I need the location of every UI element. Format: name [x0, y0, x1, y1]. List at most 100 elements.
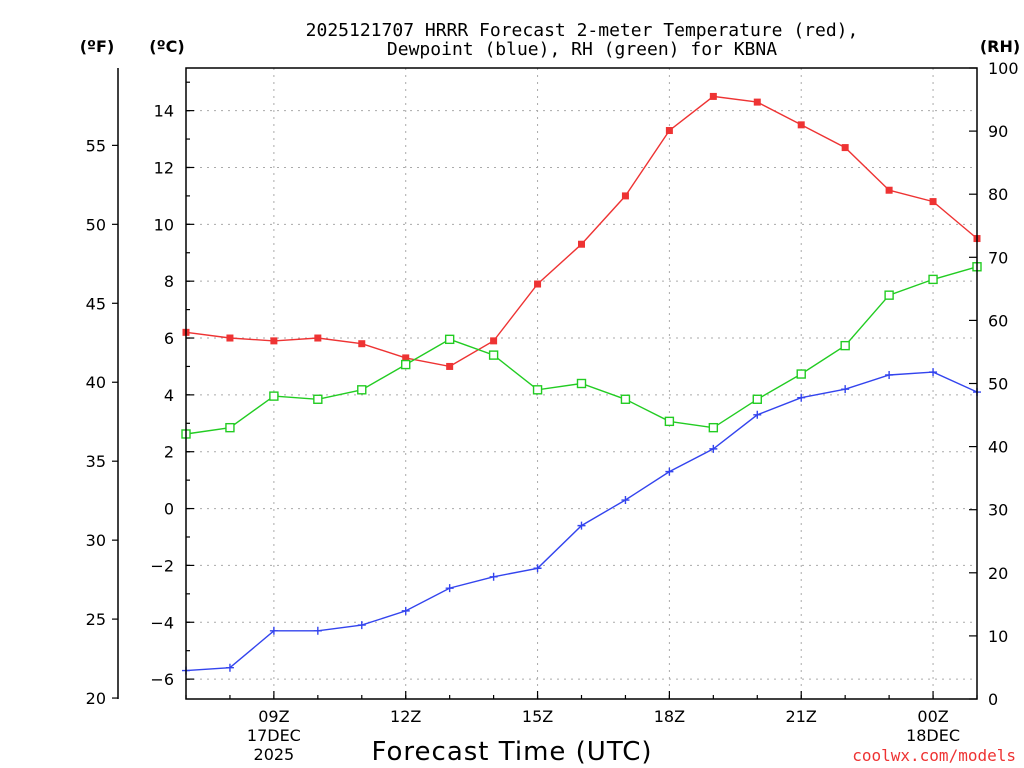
celsius-tick-label: 12 [154, 158, 174, 177]
rh-tick-label: 20 [988, 564, 1008, 583]
rh-tick-label: 80 [988, 185, 1008, 204]
temperature-point [490, 337, 498, 345]
x-tick-label: 09Z [258, 707, 289, 726]
rh-line [185, 266, 978, 435]
dewpoint-point [357, 621, 366, 630]
rh-point [708, 422, 719, 433]
temperature-point [885, 186, 893, 194]
temperature-point [621, 192, 629, 200]
rh-tick-label: 10 [988, 627, 1008, 646]
temperature-point [753, 98, 761, 106]
fahrenheit-axis-label: (ºF) [80, 37, 115, 56]
rh-point [225, 422, 235, 433]
dewpoint-point [621, 496, 630, 505]
rh-tick-label: 50 [988, 375, 1008, 394]
celsius-tick-label: 14 [154, 102, 174, 121]
rh-point [664, 416, 675, 427]
fahrenheit-tick-label: 30 [86, 531, 106, 550]
temperature-point [226, 334, 234, 342]
temperature-point [797, 121, 805, 129]
dewpoint-point [533, 564, 542, 573]
dewpoint-point [401, 606, 410, 615]
dewpoint-point [665, 467, 674, 476]
x-tick-label: 15Z [522, 707, 553, 726]
fahrenheit-tick-label: 55 [86, 136, 106, 155]
dewpoint-point [841, 385, 850, 394]
dewpoint-point [797, 393, 806, 402]
rh-tick-label: 100 [988, 59, 1019, 78]
rh-point [357, 385, 367, 395]
celsius-axis-label: (ºC) [149, 37, 184, 56]
x-tick-label: 00Z [917, 707, 948, 726]
dewpoint-point [225, 663, 234, 672]
x-tick-label: 12Z [390, 707, 421, 726]
fahrenheit-tick-label: 45 [86, 294, 106, 313]
rh-point [796, 369, 806, 379]
fahrenheit-tick-label: 25 [86, 610, 106, 629]
celsius-tick-label: −2 [150, 556, 174, 575]
temperature-point [402, 354, 410, 362]
temperature-line [185, 95, 978, 368]
celsius-tick-label: 10 [154, 215, 174, 234]
temperature-point [841, 144, 849, 152]
x-tick-date-label: 17DEC [247, 726, 301, 745]
celsius-tick-label: 4 [164, 386, 174, 405]
rh-point [752, 394, 762, 404]
rh-point [313, 394, 323, 404]
dewpoint-point [489, 572, 498, 581]
rh-point [444, 334, 455, 345]
fahrenheit-tick-label: 20 [86, 689, 106, 708]
rh-tick-label: 0 [988, 690, 998, 709]
x-tick-date-label: 18DEC [906, 726, 960, 745]
rh-tick-label: 90 [988, 122, 1008, 141]
fahrenheit-tick-label: 50 [86, 215, 106, 234]
x-tick-label: 18Z [654, 707, 685, 726]
dewpoint-point [753, 410, 762, 419]
temperature-point [929, 198, 937, 206]
temperature-point [314, 334, 322, 342]
credit-text: coolwx.com/models [852, 746, 1016, 765]
rh-point [269, 391, 279, 401]
celsius-tick-label: −4 [150, 613, 174, 632]
rh-point [884, 290, 894, 300]
rh-point [928, 274, 938, 285]
rh-tick-label: 70 [988, 248, 1008, 267]
fahrenheit-tick-label: 40 [86, 373, 106, 392]
dewpoint-point [929, 368, 938, 377]
temperature-point [534, 280, 542, 288]
fahrenheit-tick-label: 35 [86, 452, 106, 471]
rh-point [840, 340, 850, 351]
celsius-tick-label: 8 [164, 272, 174, 291]
celsius-tick-label: −6 [150, 670, 174, 689]
series-layer [181, 92, 982, 675]
dewpoint-point [577, 521, 586, 530]
temperature-point [709, 92, 717, 100]
rh-tick-label: 30 [988, 501, 1008, 520]
rh-tick-label: 40 [988, 438, 1008, 457]
rh-point [532, 385, 543, 395]
x-tick-year-label: 2025 [254, 745, 295, 764]
grid-lines [186, 68, 977, 699]
chart-title-line1: 2025121707 HRRR Forecast 2-meter Tempera… [306, 20, 859, 41]
temperature-point [578, 240, 585, 248]
dewpoint-line [185, 371, 978, 672]
dewpoint-point [445, 584, 454, 593]
x-tick-label: 21Z [786, 707, 817, 726]
chart-title-line2: Dewpoint (blue), RH (green) for KBNA [387, 39, 777, 60]
celsius-tick-label: 2 [164, 443, 174, 462]
rh-tick-label: 60 [988, 311, 1008, 330]
temperature-point [665, 127, 673, 135]
rh-point [576, 378, 587, 389]
temperature-point [270, 337, 278, 345]
rh-point [488, 350, 499, 360]
celsius-tick-label: 6 [164, 329, 174, 348]
rh-point [401, 359, 411, 370]
rh-axis-label: (RH) [980, 37, 1020, 56]
dewpoint-point [709, 444, 718, 453]
temperature-point [358, 340, 366, 348]
dewpoint-point [885, 370, 894, 379]
temperature-point [446, 362, 454, 370]
x-axis-label: Forecast Time (UTC) [371, 737, 652, 767]
